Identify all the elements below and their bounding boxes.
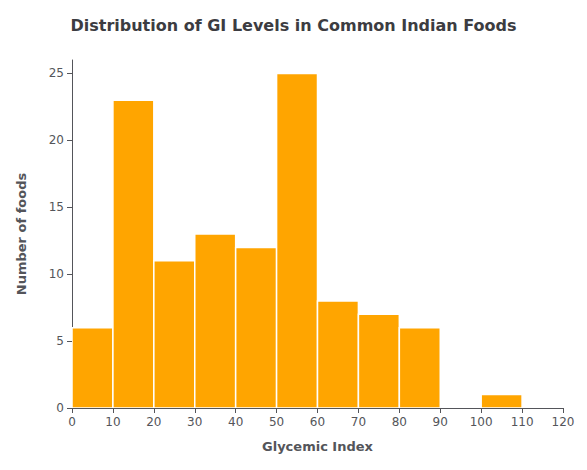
svg-text:20: 20	[146, 415, 161, 429]
svg-text:0: 0	[56, 401, 64, 415]
svg-text:10: 10	[105, 415, 120, 429]
svg-text:40: 40	[228, 415, 243, 429]
svg-text:50: 50	[269, 415, 284, 429]
svg-text:Distribution of GI Levels in C: Distribution of GI Levels in Common Indi…	[70, 16, 516, 35]
svg-text:80: 80	[392, 415, 407, 429]
svg-text:Number of foods: Number of foods	[14, 173, 29, 296]
svg-text:90: 90	[433, 415, 448, 429]
svg-text:120: 120	[552, 415, 575, 429]
svg-text:0: 0	[68, 415, 76, 429]
svg-text:Glycemic Index: Glycemic Index	[262, 439, 374, 454]
svg-text:15: 15	[49, 200, 64, 214]
svg-text:30: 30	[187, 415, 202, 429]
svg-text:100: 100	[470, 415, 493, 429]
svg-text:5: 5	[56, 334, 64, 348]
svg-text:110: 110	[511, 415, 534, 429]
svg-text:25: 25	[49, 66, 64, 80]
svg-text:70: 70	[351, 415, 366, 429]
svg-text:60: 60	[310, 415, 325, 429]
svg-text:10: 10	[49, 267, 64, 281]
svg-text:20: 20	[49, 133, 64, 147]
